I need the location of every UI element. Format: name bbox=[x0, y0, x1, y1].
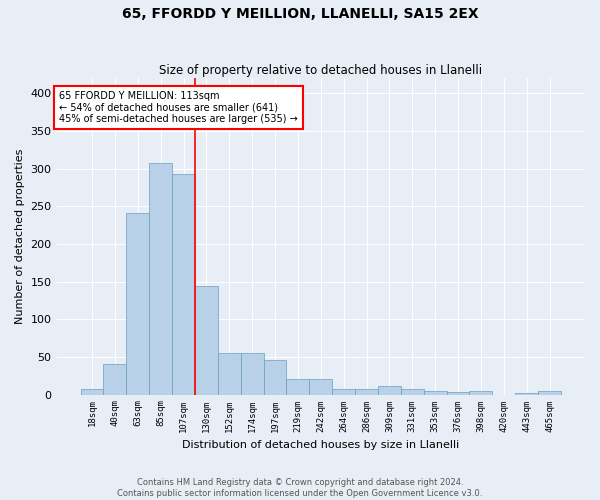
Text: 65, FFORDD Y MEILLION, LLANELLI, SA15 2EX: 65, FFORDD Y MEILLION, LLANELLI, SA15 2E… bbox=[122, 8, 478, 22]
Bar bbox=[263, 360, 286, 394]
Bar bbox=[80, 390, 103, 394]
Title: Size of property relative to detached houses in Llanelli: Size of property relative to detached ho… bbox=[159, 64, 482, 77]
Bar bbox=[401, 388, 424, 394]
Bar bbox=[446, 392, 469, 394]
X-axis label: Distribution of detached houses by size in Llanelli: Distribution of detached houses by size … bbox=[182, 440, 460, 450]
Bar bbox=[538, 391, 561, 394]
Bar bbox=[355, 388, 378, 394]
Bar bbox=[310, 378, 332, 394]
Bar bbox=[172, 174, 195, 394]
Bar bbox=[469, 391, 493, 394]
Bar bbox=[378, 386, 401, 394]
Bar bbox=[127, 213, 149, 394]
Bar bbox=[332, 388, 355, 394]
Bar bbox=[149, 164, 172, 394]
Bar bbox=[218, 353, 241, 395]
Y-axis label: Number of detached properties: Number of detached properties bbox=[15, 148, 25, 324]
Bar bbox=[424, 391, 446, 394]
Text: Contains HM Land Registry data © Crown copyright and database right 2024.
Contai: Contains HM Land Registry data © Crown c… bbox=[118, 478, 482, 498]
Bar bbox=[286, 380, 310, 394]
Bar bbox=[515, 393, 538, 394]
Text: 65 FFORDD Y MEILLION: 113sqm
← 54% of detached houses are smaller (641)
45% of s: 65 FFORDD Y MEILLION: 113sqm ← 54% of de… bbox=[59, 91, 298, 124]
Bar bbox=[241, 353, 263, 395]
Bar bbox=[103, 364, 127, 394]
Bar bbox=[195, 286, 218, 395]
